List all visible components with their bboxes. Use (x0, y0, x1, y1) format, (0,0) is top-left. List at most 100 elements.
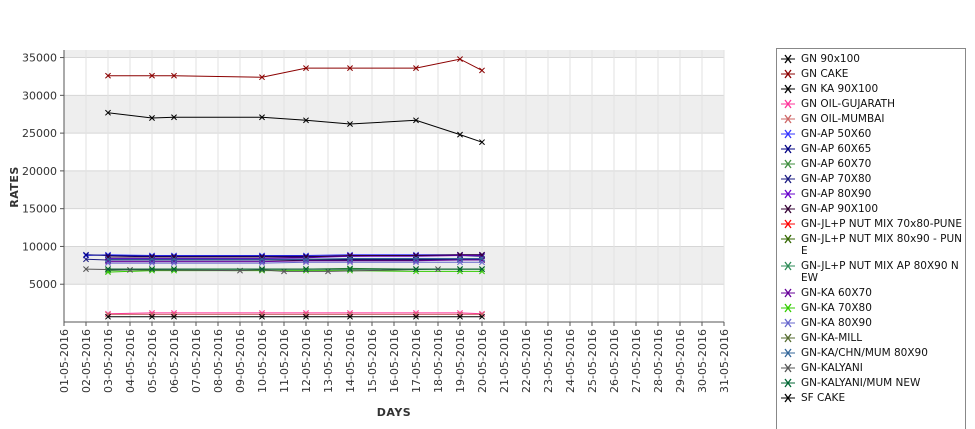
legend-marker (781, 114, 795, 124)
data-point (171, 114, 177, 121)
legend-item: SF CAKE (777, 392, 965, 404)
series-layer (83, 56, 485, 320)
series-18 (105, 255, 485, 263)
grid-lines (63, 50, 725, 322)
data-point (259, 256, 265, 263)
data-point (479, 268, 485, 275)
y-tick-label: 25000 (22, 127, 57, 140)
data-point (259, 254, 265, 260)
legend-x (784, 54, 792, 64)
point-stroke (281, 268, 287, 275)
point-stroke (127, 266, 133, 273)
point-stroke (413, 313, 419, 320)
legend-x (784, 363, 792, 373)
legend-item: GN-KALYANI/MUM NEW (777, 377, 965, 389)
point-stroke (83, 256, 89, 263)
point-stroke (457, 255, 463, 262)
legend-item: GN-KA 80X90 (777, 317, 965, 329)
data-point (83, 251, 89, 258)
legend-label: GN-JL+P NUT MIX 80x90 - PUNE (801, 233, 963, 257)
point-stroke (347, 266, 353, 273)
legend-x (784, 99, 792, 109)
x-tick-label: 05-05-2016 (146, 329, 159, 393)
point-stroke (457, 131, 463, 138)
point-stroke (105, 266, 111, 273)
legend-item: GN-JL+P NUT MIX 80x90 - PUNE (777, 233, 965, 257)
legend-item: GN-AP 70X80 (777, 173, 965, 185)
point-stroke (259, 313, 265, 320)
data-point (479, 266, 485, 273)
data-point (347, 253, 353, 260)
data-point (479, 313, 485, 320)
legend-marker (781, 261, 795, 271)
y-tick-label: 5000 (29, 278, 57, 291)
point-stroke (347, 255, 353, 262)
legend-x (784, 114, 792, 124)
legend-marker (781, 288, 795, 298)
legend-marker (781, 99, 795, 109)
point-stroke (457, 313, 463, 320)
data-point (105, 254, 111, 260)
legend-item: GN-KALYANI (777, 362, 965, 374)
data-point (105, 311, 111, 318)
point-stroke (105, 254, 111, 260)
legend-label: GN-AP 50X60 (801, 128, 872, 140)
legend-marker (781, 174, 795, 184)
data-point (347, 121, 353, 127)
x-tick-label: 31-05-2016 (718, 329, 731, 393)
point-stroke (259, 311, 265, 318)
x-tick-label: 27-05-2016 (630, 329, 643, 393)
x-tick-label: 21-05-2016 (498, 329, 511, 393)
data-point (347, 266, 353, 273)
x-tick-label: 28-05-2016 (652, 329, 665, 393)
x-tick-label: 09-05-2016 (234, 329, 247, 393)
data-point (281, 268, 287, 275)
legend-item: GN OIL-GUJARATH (777, 98, 965, 110)
point-stroke (303, 256, 309, 263)
data-point (303, 313, 309, 320)
data-point (413, 117, 419, 124)
legend-x (784, 204, 792, 214)
legend-x (784, 219, 792, 229)
x-tick-label: 16-05-2016 (388, 329, 401, 393)
x-tick-label: 26-05-2016 (608, 329, 621, 393)
legend-item: GN-AP 80X90 (777, 188, 965, 200)
legend-x (784, 303, 792, 313)
data-point (303, 117, 309, 124)
legend-item: GN-JL+P NUT MIX AP 80X90 NEW (777, 260, 965, 284)
data-point (347, 311, 353, 318)
legend-x (784, 288, 792, 298)
legend-marker (781, 348, 795, 358)
data-point (149, 254, 155, 260)
data-point (259, 74, 265, 81)
data-point (259, 266, 265, 273)
data-point (413, 311, 419, 318)
point-stroke (149, 115, 155, 121)
legend-item: GN KA 90X100 (777, 83, 965, 95)
x-tick-label: 01-05-2016 (58, 329, 71, 393)
legend-label: GN-AP 90X100 (801, 203, 878, 215)
data-point (347, 255, 353, 262)
data-point (259, 311, 265, 318)
point-stroke (149, 256, 155, 263)
point-stroke (347, 265, 353, 272)
point-stroke (303, 65, 309, 72)
series-1 (105, 56, 485, 81)
legend-label: GN 90x100 (801, 53, 860, 65)
data-point (457, 311, 463, 318)
legend-marker (781, 204, 795, 214)
legend-label: GN-KA 70X80 (801, 302, 872, 314)
legend-label: GN-KA 60X70 (801, 287, 872, 299)
point-stroke (105, 311, 111, 318)
x-tick-label: 29-05-2016 (674, 329, 687, 393)
legend-marker (781, 159, 795, 169)
legend-marker (781, 234, 795, 244)
legend-x (784, 333, 792, 343)
data-point (171, 72, 177, 79)
data-point (303, 266, 309, 273)
legend-label: GN-KA/CHN/MUM 80X90 (801, 347, 928, 359)
legend-label: GN-AP 80X90 (801, 188, 872, 200)
point-stroke (457, 311, 463, 318)
point-stroke (303, 266, 309, 273)
